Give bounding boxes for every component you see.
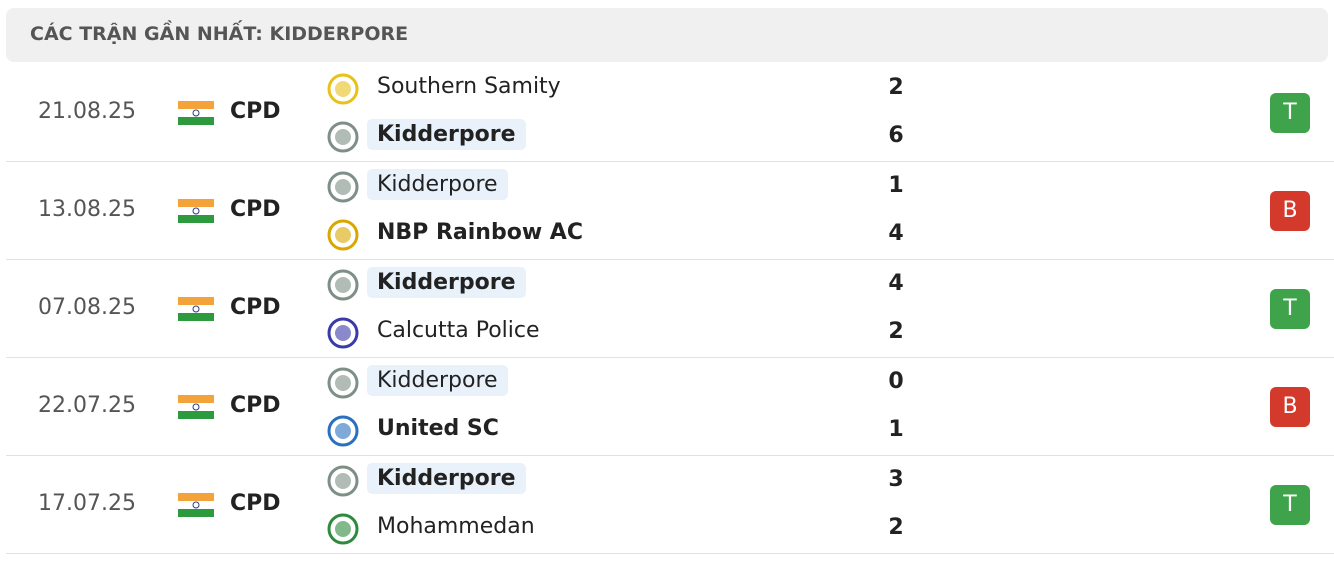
- country-flag: [178, 493, 214, 517]
- team-name: Kidderpore: [367, 169, 508, 200]
- team-score: 0: [888, 369, 904, 394]
- team-score: 2: [888, 75, 904, 100]
- match-date: 17.07.25: [38, 491, 136, 516]
- team-logo: [327, 367, 359, 399]
- row-separator: [6, 161, 1334, 162]
- country-flag: [178, 297, 214, 321]
- team-name: Calcutta Police: [377, 318, 540, 343]
- row-separator: [6, 455, 1334, 456]
- row-separator: [6, 553, 1334, 554]
- team-name: Kidderpore: [367, 463, 526, 494]
- match-date: 13.08.25: [38, 197, 136, 222]
- team-name: Southern Samity: [377, 74, 561, 99]
- team-name: Kidderpore: [367, 365, 508, 396]
- match-date: 07.08.25: [38, 295, 136, 320]
- team-score: 2: [888, 515, 904, 540]
- team-score: 1: [888, 173, 904, 198]
- league-name: CPD: [230, 393, 281, 418]
- team-score: 3: [888, 467, 904, 492]
- team-logo: [327, 171, 359, 203]
- team-name: Kidderpore: [367, 267, 526, 298]
- league-name: CPD: [230, 99, 281, 124]
- team-name: NBP Rainbow AC: [377, 220, 583, 245]
- team-score: 4: [888, 271, 904, 296]
- team-score: 6: [888, 123, 904, 148]
- league-name: CPD: [230, 295, 281, 320]
- league-name: CPD: [230, 197, 281, 222]
- result-badge: B: [1270, 191, 1310, 231]
- team-logo: [327, 219, 359, 251]
- team-name: Mohammedan: [377, 514, 535, 539]
- header-title: CÁC TRẬN GẦN NHẤT: KIDDERPORE: [30, 23, 409, 45]
- result-badge: T: [1270, 485, 1310, 525]
- result-badge: B: [1270, 387, 1310, 427]
- team-name: Kidderpore: [367, 119, 526, 150]
- team-logo: [327, 317, 359, 349]
- result-badge: T: [1270, 289, 1310, 329]
- team-logo: [327, 73, 359, 105]
- header: CÁC TRẬN GẦN NHẤT: KIDDERPORE: [6, 8, 1328, 62]
- row-separator: [6, 259, 1334, 260]
- country-flag: [178, 395, 214, 419]
- country-flag: [178, 199, 214, 223]
- team-logo: [327, 415, 359, 447]
- league-name: CPD: [230, 491, 281, 516]
- team-logo: [327, 121, 359, 153]
- row-separator: [6, 357, 1334, 358]
- result-badge: T: [1270, 93, 1310, 133]
- match-date: 22.07.25: [38, 393, 136, 418]
- team-score: 4: [888, 221, 904, 246]
- match-date: 21.08.25: [38, 99, 136, 124]
- team-name: United SC: [377, 416, 499, 441]
- team-logo: [327, 513, 359, 545]
- country-flag: [178, 101, 214, 125]
- team-logo: [327, 269, 359, 301]
- team-score: 1: [888, 417, 904, 442]
- team-score: 2: [888, 319, 904, 344]
- team-logo: [327, 465, 359, 497]
